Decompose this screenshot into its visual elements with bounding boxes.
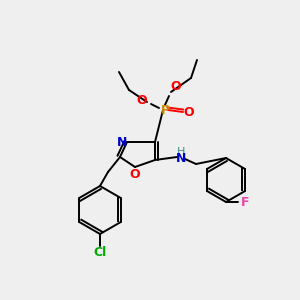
Text: O: O — [137, 94, 147, 106]
Text: H: H — [177, 147, 185, 157]
Text: N: N — [117, 136, 127, 148]
Text: F: F — [241, 196, 249, 208]
Text: O: O — [184, 106, 194, 118]
Text: Cl: Cl — [93, 247, 106, 260]
Text: O: O — [171, 80, 181, 94]
Text: N: N — [176, 152, 186, 166]
Text: O: O — [130, 167, 140, 181]
Text: P: P — [160, 104, 169, 118]
